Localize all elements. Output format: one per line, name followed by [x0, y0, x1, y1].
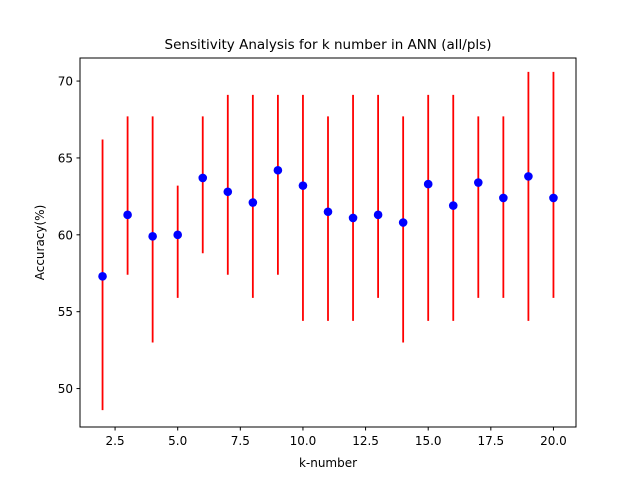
chart-title: Sensitivity Analysis for k number in ANN…	[165, 37, 492, 53]
data-point-k-9	[273, 165, 283, 175]
x-tick-label: 20.0	[540, 434, 567, 448]
data-point-k-15	[423, 179, 433, 189]
data-point-k-12	[348, 213, 358, 223]
data-point-k-6	[198, 173, 208, 183]
data-point-k-8	[248, 198, 258, 207]
data-point-k-11	[323, 207, 333, 217]
data-point-k-17	[474, 178, 483, 187]
y-axis-label: Accuracy(%)	[33, 205, 47, 281]
y-tick-label: 55	[58, 305, 73, 319]
x-tick-label: 15.0	[415, 434, 442, 448]
x-tick-label: 12.5	[352, 434, 379, 448]
x-tick-label: 10.0	[290, 434, 317, 448]
data-point-k-4	[148, 232, 157, 241]
points-group	[98, 165, 558, 281]
x-axis-label: k-number	[299, 456, 357, 470]
y-tick-label: 70	[58, 75, 73, 89]
data-point-k-20	[549, 193, 558, 203]
plot-frame	[79, 57, 577, 428]
data-point-k-7	[223, 187, 233, 197]
data-point-k-10	[298, 181, 308, 190]
data-point-k-18	[499, 193, 508, 203]
y-tick-label: 60	[58, 228, 73, 242]
data-point-k-3	[123, 210, 132, 220]
x-axis-ticks: 2.5 5.0 7.5 10.0 12.5 15.0 17.5 20.0	[106, 427, 567, 448]
x-tick-label: 7.5	[231, 434, 250, 448]
y-tick-label: 50	[58, 382, 73, 396]
x-tick-label: 2.5	[106, 434, 125, 448]
data-point-k-19	[524, 172, 533, 181]
errorbars-group	[101, 71, 555, 411]
data-point-k-13	[373, 210, 383, 220]
x-tick-label: 5.0	[168, 434, 187, 448]
x-tick-label: 17.5	[477, 434, 504, 448]
data-point-k-2	[98, 272, 107, 281]
data-point-k-14	[398, 218, 408, 227]
data-point-k-16	[448, 201, 458, 210]
y-axis-ticks: 50 55 60 65 70	[58, 75, 80, 396]
data-point-k-5	[173, 230, 182, 240]
y-tick-label: 65	[58, 151, 73, 165]
